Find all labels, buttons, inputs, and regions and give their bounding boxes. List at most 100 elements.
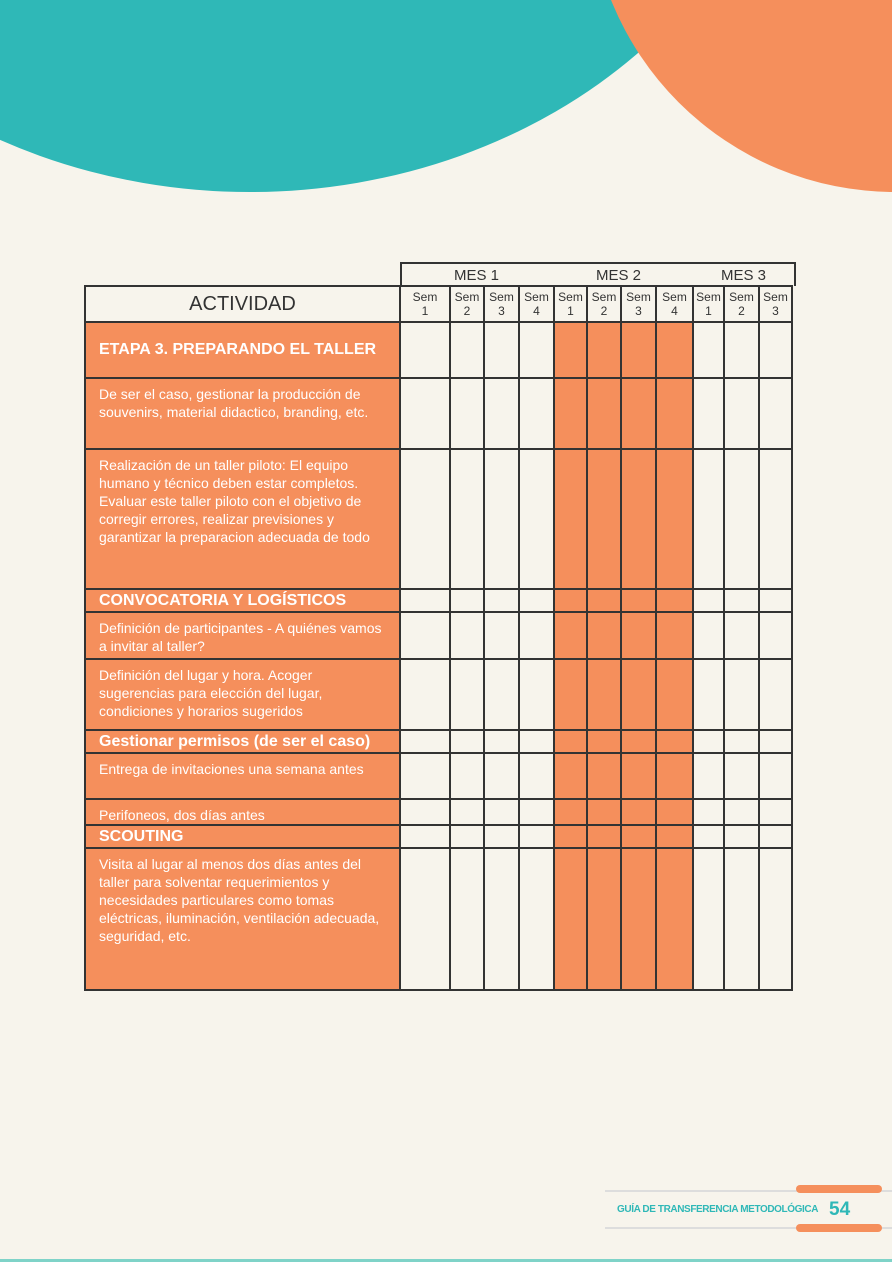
schedule-cell	[723, 847, 760, 991]
schedule-cell	[449, 448, 485, 590]
schedule-cell	[483, 321, 520, 379]
schedule-cell-active	[620, 588, 657, 613]
week-number: 3	[498, 304, 505, 318]
schedule-cell	[723, 448, 760, 590]
activity-row: Visita al lugar al menos dos días antes …	[84, 847, 793, 991]
schedule-cell	[518, 611, 555, 660]
schedule-cell	[692, 588, 725, 613]
section-heading: Gestionar permisos (de ser el caso)	[84, 729, 401, 754]
schedule-cell	[399, 752, 451, 800]
activity-label: Perifoneos, dos días antes	[84, 798, 401, 826]
schedule-cell	[758, 658, 793, 731]
schedule-cell	[483, 729, 520, 754]
schedule-cell	[518, 377, 555, 450]
activity-row: ETAPA 3. PREPARANDO EL TALLER	[84, 321, 793, 379]
schedule-cell	[692, 377, 725, 450]
schedule-cell	[692, 321, 725, 379]
activity-row: Entrega de invitaciones una semana antes	[84, 752, 793, 800]
activity-row: SCOUTING	[84, 824, 793, 849]
header-decoration	[0, 0, 892, 192]
schedule-cell-active	[586, 588, 622, 613]
week-number: 1	[567, 304, 574, 318]
footer-divider	[605, 1227, 892, 1229]
schedule-cell-active	[586, 752, 622, 800]
schedule-cell-active	[553, 321, 588, 379]
schedule-cell-active	[620, 798, 657, 826]
schedule-cell-active	[586, 658, 622, 731]
schedule-cell	[449, 588, 485, 613]
bottom-border	[0, 1259, 892, 1262]
schedule-cell	[518, 729, 555, 754]
schedule-cell-active	[586, 321, 622, 379]
schedule-cell	[723, 798, 760, 826]
schedule-cell-active	[655, 611, 694, 660]
week-header: Sem 4	[518, 285, 555, 323]
section-heading: SCOUTING	[84, 824, 401, 849]
schedule-cell	[758, 588, 793, 613]
schedule-table: ACTIVIDAD Sem 1 Sem 2 Sem 3 Sem 4 Sem 1 Sem 2 Sem 3 Se…	[84, 285, 793, 991]
schedule-cell	[518, 658, 555, 731]
activity-label: Visita al lugar al menos dos días antes …	[84, 847, 401, 991]
week-word: Sem	[489, 290, 514, 304]
schedule-cell	[692, 729, 725, 754]
activity-row: CONVOCATORIA Y LOGÍSTICOS	[84, 588, 793, 613]
schedule-cell	[692, 448, 725, 590]
schedule-cell	[449, 658, 485, 731]
schedule-cell	[518, 824, 555, 849]
schedule-cell	[758, 729, 793, 754]
schedule-cell-active	[655, 798, 694, 826]
section-heading: ETAPA 3. PREPARANDO EL TALLER	[84, 321, 401, 379]
schedule-cell	[449, 377, 485, 450]
schedule-cell-active	[620, 847, 657, 991]
schedule-cell-active	[620, 729, 657, 754]
week-word: Sem	[524, 290, 549, 304]
schedule-cell-active	[620, 824, 657, 849]
section-heading: CONVOCATORIA Y LOGÍSTICOS	[84, 588, 401, 613]
week-number: 3	[635, 304, 642, 318]
week-word: Sem	[558, 290, 583, 304]
week-header: Sem 3	[620, 285, 657, 323]
schedule-cell-active	[655, 752, 694, 800]
schedule-cell-active	[586, 611, 622, 660]
month-label: MES 3	[721, 267, 767, 284]
schedule-cell	[518, 847, 555, 991]
schedule-cell-active	[655, 321, 694, 379]
schedule-cell-active	[553, 824, 588, 849]
schedule-cell	[449, 611, 485, 660]
schedule-cell-active	[620, 658, 657, 731]
schedule-cell	[449, 798, 485, 826]
month-label: MES 2	[596, 267, 642, 284]
schedule-cell	[758, 611, 793, 660]
schedule-cell	[518, 448, 555, 590]
schedule-cell-active	[553, 752, 588, 800]
activity-label: Realización de un taller piloto: El equi…	[84, 448, 401, 590]
week-header: Sem 3	[758, 285, 793, 323]
schedule-cell-active	[586, 798, 622, 826]
week-header: Sem 2	[449, 285, 485, 323]
schedule-cell	[758, 321, 793, 379]
week-number: 3	[772, 304, 779, 318]
schedule-cell	[483, 448, 520, 590]
schedule-cell	[399, 588, 451, 613]
schedule-cell	[483, 611, 520, 660]
week-number: 2	[738, 304, 745, 318]
schedule-cell	[449, 321, 485, 379]
week-header: Sem 2	[586, 285, 622, 323]
footer-title: GUÍA DE TRANSFERENCIA METODOLÓGICA	[617, 1204, 819, 1215]
week-header: Sem 1	[553, 285, 588, 323]
activity-label: Definición del lugar y hora. Acoger suge…	[84, 658, 401, 731]
schedule-cell	[483, 752, 520, 800]
schedule-cell	[692, 611, 725, 660]
schedule-cell	[692, 798, 725, 826]
schedule-cell-active	[655, 847, 694, 991]
schedule-cell	[723, 588, 760, 613]
schedule-cell-active	[553, 611, 588, 660]
schedule-cell-active	[553, 588, 588, 613]
schedule-cell	[399, 729, 451, 754]
schedule-cell-active	[586, 729, 622, 754]
schedule-cell-active	[553, 798, 588, 826]
schedule-cell-active	[655, 658, 694, 731]
activity-label: De ser el caso, gestionar la producción …	[84, 377, 401, 450]
schedule-cell	[399, 321, 451, 379]
week-number: 1	[421, 304, 429, 318]
